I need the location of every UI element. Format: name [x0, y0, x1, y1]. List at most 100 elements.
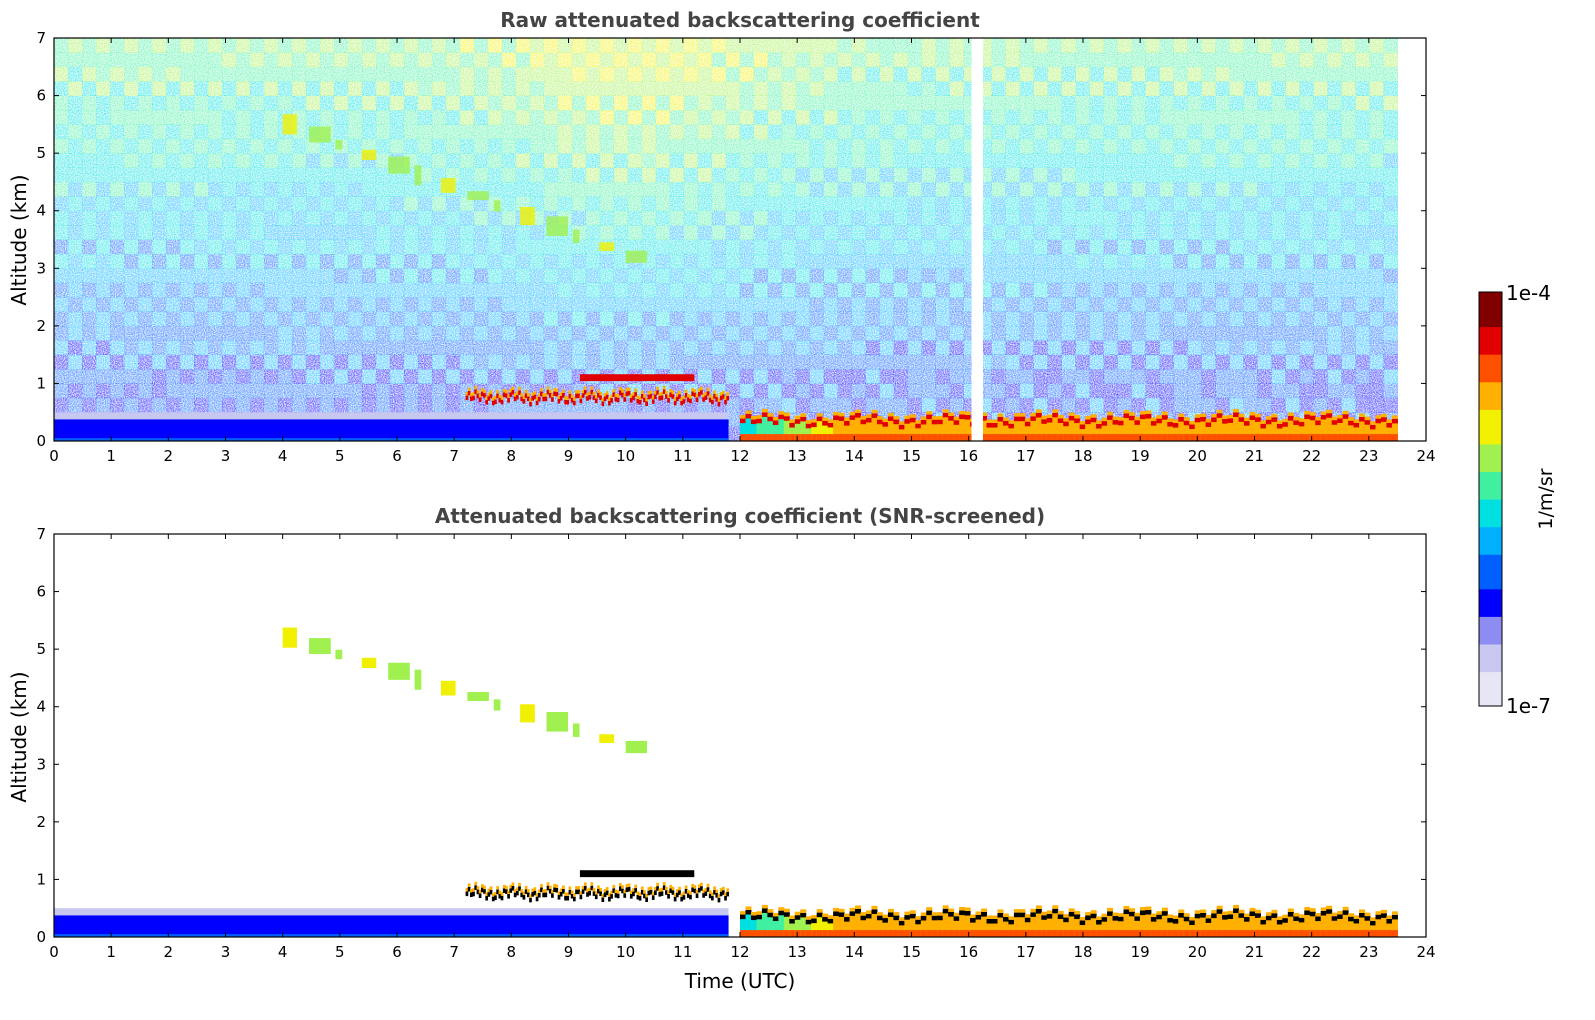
- boundary-layer-base: [904, 930, 911, 937]
- boundary-layer-edge: [548, 389, 552, 393]
- x-tick-label: 9: [564, 943, 574, 961]
- aerosol-patch: [440, 178, 456, 193]
- boundary-layer-top: [654, 890, 657, 896]
- boundary-layer-cell: [816, 418, 823, 441]
- boundary-layer-edge: [691, 387, 695, 392]
- boundary-layer-top: [612, 392, 616, 397]
- boundary-layer-cell: [1024, 423, 1031, 441]
- boundary-layer-cell: [1178, 419, 1185, 441]
- boundary-layer-cell: [1348, 422, 1355, 441]
- boundary-layer-edge: [621, 885, 624, 889]
- boundary-layer-top: [1309, 415, 1316, 421]
- boundary-layer-top: [1156, 418, 1163, 424]
- boundary-layer-edge: [583, 882, 587, 886]
- boundary-layer-top: [553, 887, 556, 893]
- boundary-layer-edge: [505, 389, 508, 394]
- boundary-layer-edge: [478, 393, 482, 398]
- x-tick-label: 17: [1016, 943, 1035, 961]
- boundary-layer-edge: [986, 419, 993, 423]
- boundary-layer-edge: [483, 885, 486, 890]
- y-tick-label: 1: [36, 374, 46, 392]
- boundary-layer-edge: [1342, 410, 1349, 415]
- x-tick-label: 24: [1416, 943, 1435, 961]
- boundary-layer-cell: [1074, 420, 1081, 441]
- boundary-layer-top: [476, 889, 480, 895]
- boundary-layer-base: [1348, 434, 1355, 441]
- boundary-layer-edge: [909, 910, 916, 914]
- boundary-layer-edge: [540, 388, 543, 392]
- boundary-layer-top: [509, 888, 513, 893]
- boundary-layer-base: [1271, 930, 1278, 937]
- boundary-layer-edge: [559, 888, 563, 892]
- boundary-layer-cell: [1342, 912, 1349, 937]
- boundary-layer-top: [1013, 416, 1020, 422]
- boundary-layer-cell: [1249, 913, 1256, 937]
- boundary-layer-top: [1315, 916, 1322, 922]
- boundary-layer-base: [1046, 434, 1053, 441]
- boundary-layer-edge: [726, 888, 730, 892]
- boundary-layer-top: [608, 896, 611, 902]
- boundary-layer-cell: [1211, 915, 1218, 937]
- boundary-layer-edge: [581, 389, 585, 394]
- panel2-x-ticks: 0 1 2 3 4 5 6 7 8 9 10 11 12 13 14 15 16 17 18 19 20 21 22 23 24: [49, 534, 1436, 961]
- boundary-layer-top: [794, 419, 801, 424]
- boundary-layer-cell: [1096, 426, 1103, 441]
- boundary-layer-top: [931, 419, 938, 425]
- boundary-layer-top: [778, 910, 785, 916]
- aerosol-patch: [467, 692, 489, 701]
- boundary-layer-edge: [489, 390, 493, 394]
- x-tick-label: 22: [1302, 943, 1321, 961]
- boundary-layer-top: [1063, 421, 1070, 427]
- boundary-layer-top: [1211, 913, 1218, 919]
- boundary-layer-cell: [1041, 421, 1048, 441]
- boundary-layer-base: [1293, 930, 1300, 937]
- boundary-layer-cell: [833, 913, 840, 937]
- boundary-layer-base: [992, 434, 998, 441]
- x-tick-label: 4: [278, 943, 288, 961]
- boundary-layer-cell: [1118, 918, 1124, 937]
- boundary-layer-top: [599, 395, 602, 401]
- boundary-layer-edge: [588, 887, 592, 891]
- boundary-layer-base: [1085, 930, 1092, 937]
- aerosol-patch: [572, 229, 580, 244]
- boundary-layer-base: [997, 930, 1004, 937]
- boundary-layer-edge: [548, 885, 552, 889]
- colorbar-swatch: [1479, 388, 1502, 397]
- boundary-layer-top: [1128, 911, 1135, 917]
- boundary-layer-edge: [915, 420, 922, 424]
- boundary-layer-base: [1353, 434, 1360, 441]
- boundary-layer-top: [849, 415, 856, 420]
- boundary-layer-top: [474, 389, 478, 394]
- boundary-layer-top: [1337, 418, 1344, 424]
- boundary-layer-cell: [1348, 918, 1355, 937]
- boundary-layer-base: [1019, 434, 1026, 441]
- speckle-overlay: [54, 38, 1398, 441]
- boundary-layer-top: [711, 895, 714, 901]
- boundary-layer-top: [719, 395, 723, 401]
- boundary-layer-edge: [964, 411, 971, 415]
- boundary-layer-edge: [898, 421, 905, 425]
- boundary-layer-top: [1216, 413, 1223, 418]
- boundary-layer-top: [1222, 915, 1229, 920]
- boundary-layer-edge: [1123, 409, 1130, 414]
- boundary-layer-cell: [1046, 420, 1053, 441]
- boundary-layer-cell: [1265, 421, 1272, 441]
- boundary-layer-edge: [636, 395, 640, 399]
- boundary-layer-top: [590, 885, 594, 891]
- boundary-layer-cell: [876, 421, 883, 441]
- boundary-layer-edge: [612, 388, 616, 393]
- x-tick-label: 1: [106, 447, 116, 465]
- boundary-layer-base: [937, 434, 944, 441]
- boundary-layer-cell: [783, 418, 790, 441]
- boundary-layer-base: [931, 434, 938, 441]
- boundary-layer-cell: [1030, 914, 1037, 937]
- boundary-layer-cell: [1035, 415, 1042, 441]
- y-tick-label: 1: [36, 870, 46, 888]
- boundary-layer-top: [542, 892, 545, 898]
- boundary-layer-edge: [649, 390, 653, 394]
- boundary-layer-edge: [592, 391, 596, 396]
- boundary-layer-edge: [529, 398, 532, 402]
- boundary-layer-edge: [827, 915, 834, 919]
- aerosol-patch: [467, 191, 489, 201]
- boundary-layer-top: [605, 890, 609, 896]
